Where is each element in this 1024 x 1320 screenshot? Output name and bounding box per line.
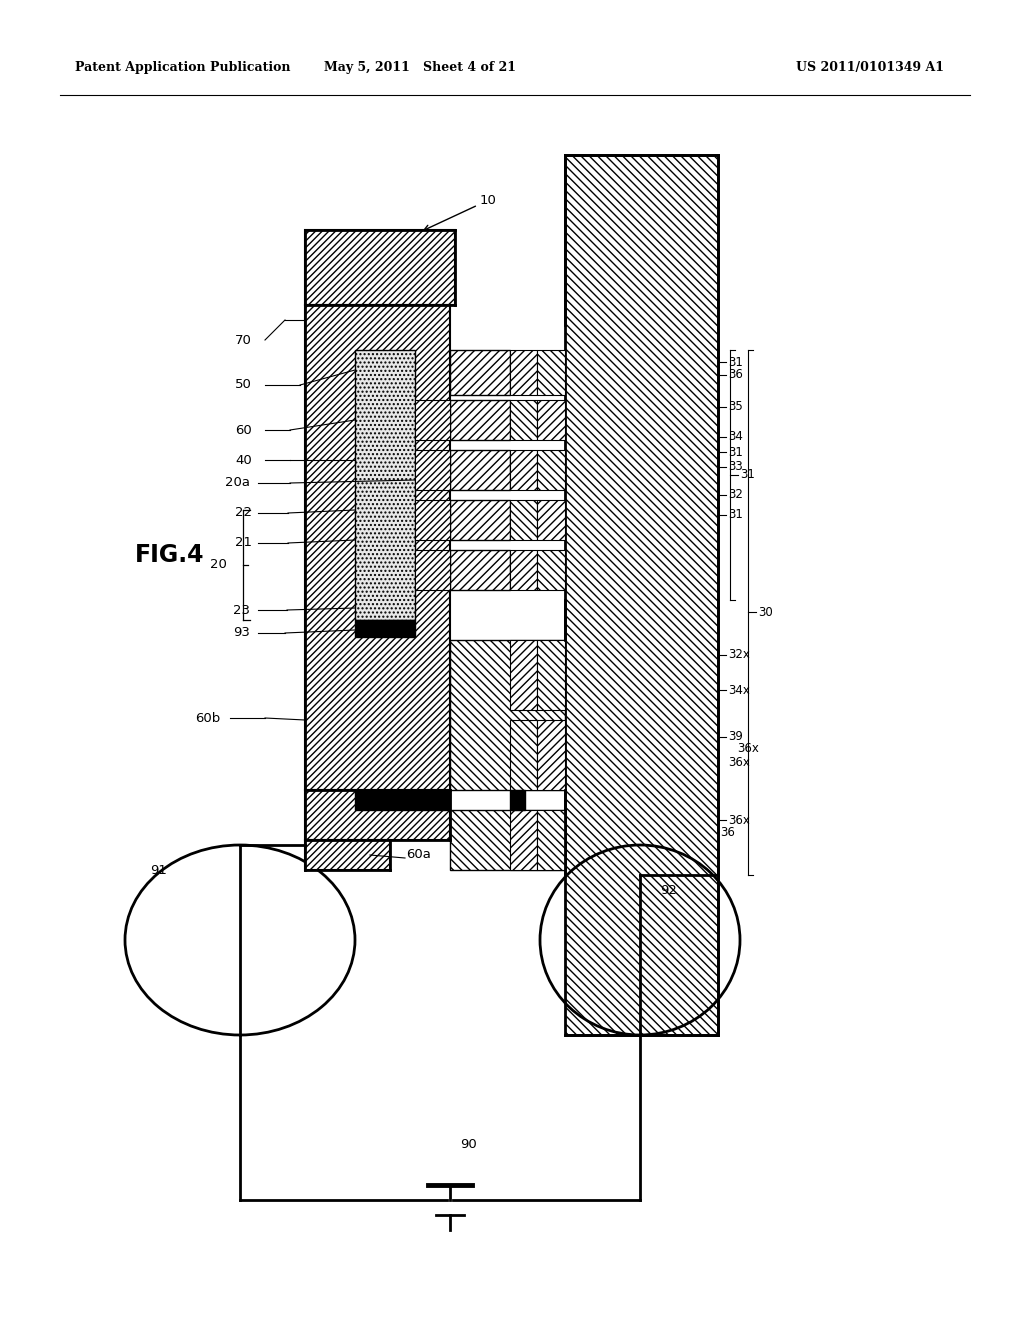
Text: 31: 31 bbox=[728, 355, 742, 368]
Bar bbox=[510, 500, 537, 540]
Bar bbox=[450, 550, 510, 590]
Bar bbox=[355, 620, 415, 638]
Bar bbox=[537, 640, 565, 710]
Bar bbox=[537, 450, 565, 490]
Text: 32: 32 bbox=[728, 488, 742, 502]
Text: 10: 10 bbox=[480, 194, 497, 206]
Text: 33: 33 bbox=[728, 461, 742, 474]
Bar bbox=[537, 719, 565, 789]
Bar bbox=[450, 400, 510, 440]
Bar bbox=[305, 789, 450, 840]
Bar bbox=[450, 350, 510, 395]
Bar bbox=[510, 810, 537, 870]
Text: 60: 60 bbox=[234, 424, 252, 437]
Bar bbox=[450, 500, 510, 540]
Bar bbox=[510, 400, 537, 440]
Text: 32x: 32x bbox=[728, 648, 750, 661]
Bar bbox=[450, 810, 565, 870]
Text: 36x: 36x bbox=[728, 756, 750, 770]
Bar bbox=[450, 450, 510, 490]
Text: 93: 93 bbox=[233, 627, 250, 639]
Bar bbox=[510, 550, 537, 590]
Text: 40: 40 bbox=[234, 454, 252, 466]
Text: 60a: 60a bbox=[406, 849, 431, 862]
Text: 36: 36 bbox=[720, 826, 735, 840]
Text: 31: 31 bbox=[740, 469, 755, 482]
Text: 36x: 36x bbox=[737, 742, 759, 755]
Text: 34: 34 bbox=[728, 430, 742, 444]
Bar bbox=[415, 400, 450, 440]
Text: 31: 31 bbox=[728, 508, 742, 521]
Text: 21: 21 bbox=[234, 536, 252, 549]
Text: Patent Application Publication: Patent Application Publication bbox=[75, 62, 291, 74]
Text: 23: 23 bbox=[233, 603, 250, 616]
Bar bbox=[537, 550, 565, 590]
Bar bbox=[510, 719, 537, 789]
Text: 22: 22 bbox=[234, 507, 252, 520]
Text: 70: 70 bbox=[234, 334, 252, 346]
Text: US 2011/0101349 A1: US 2011/0101349 A1 bbox=[796, 62, 944, 74]
Text: 39: 39 bbox=[728, 730, 742, 743]
Text: 92: 92 bbox=[660, 883, 677, 896]
Bar bbox=[537, 350, 565, 395]
Text: 36: 36 bbox=[728, 368, 742, 381]
Bar bbox=[510, 350, 537, 395]
Bar bbox=[415, 550, 450, 590]
Bar bbox=[537, 810, 565, 870]
Text: 34x: 34x bbox=[728, 684, 750, 697]
Text: FIG.4: FIG.4 bbox=[135, 543, 205, 568]
Bar bbox=[450, 640, 565, 789]
Bar bbox=[510, 450, 537, 490]
Text: 30: 30 bbox=[758, 606, 773, 619]
Text: 31: 31 bbox=[728, 446, 742, 458]
Bar bbox=[415, 500, 450, 540]
Text: 35: 35 bbox=[728, 400, 742, 413]
Bar bbox=[565, 154, 718, 1035]
Bar bbox=[355, 789, 450, 810]
Text: 91: 91 bbox=[150, 863, 167, 876]
Text: 20: 20 bbox=[210, 558, 227, 572]
Text: 20a: 20a bbox=[225, 477, 250, 490]
Bar bbox=[305, 305, 450, 789]
Bar bbox=[355, 350, 415, 620]
Text: 36x: 36x bbox=[728, 813, 750, 826]
Bar bbox=[415, 450, 450, 490]
Bar bbox=[510, 640, 537, 710]
Bar bbox=[305, 840, 390, 870]
Bar bbox=[510, 789, 525, 810]
Text: 90: 90 bbox=[460, 1138, 477, 1151]
Text: May 5, 2011   Sheet 4 of 21: May 5, 2011 Sheet 4 of 21 bbox=[324, 62, 516, 74]
Text: 50: 50 bbox=[234, 379, 252, 392]
Bar bbox=[537, 500, 565, 540]
Bar bbox=[537, 400, 565, 440]
Bar bbox=[305, 230, 455, 305]
Text: 60b: 60b bbox=[195, 711, 220, 725]
